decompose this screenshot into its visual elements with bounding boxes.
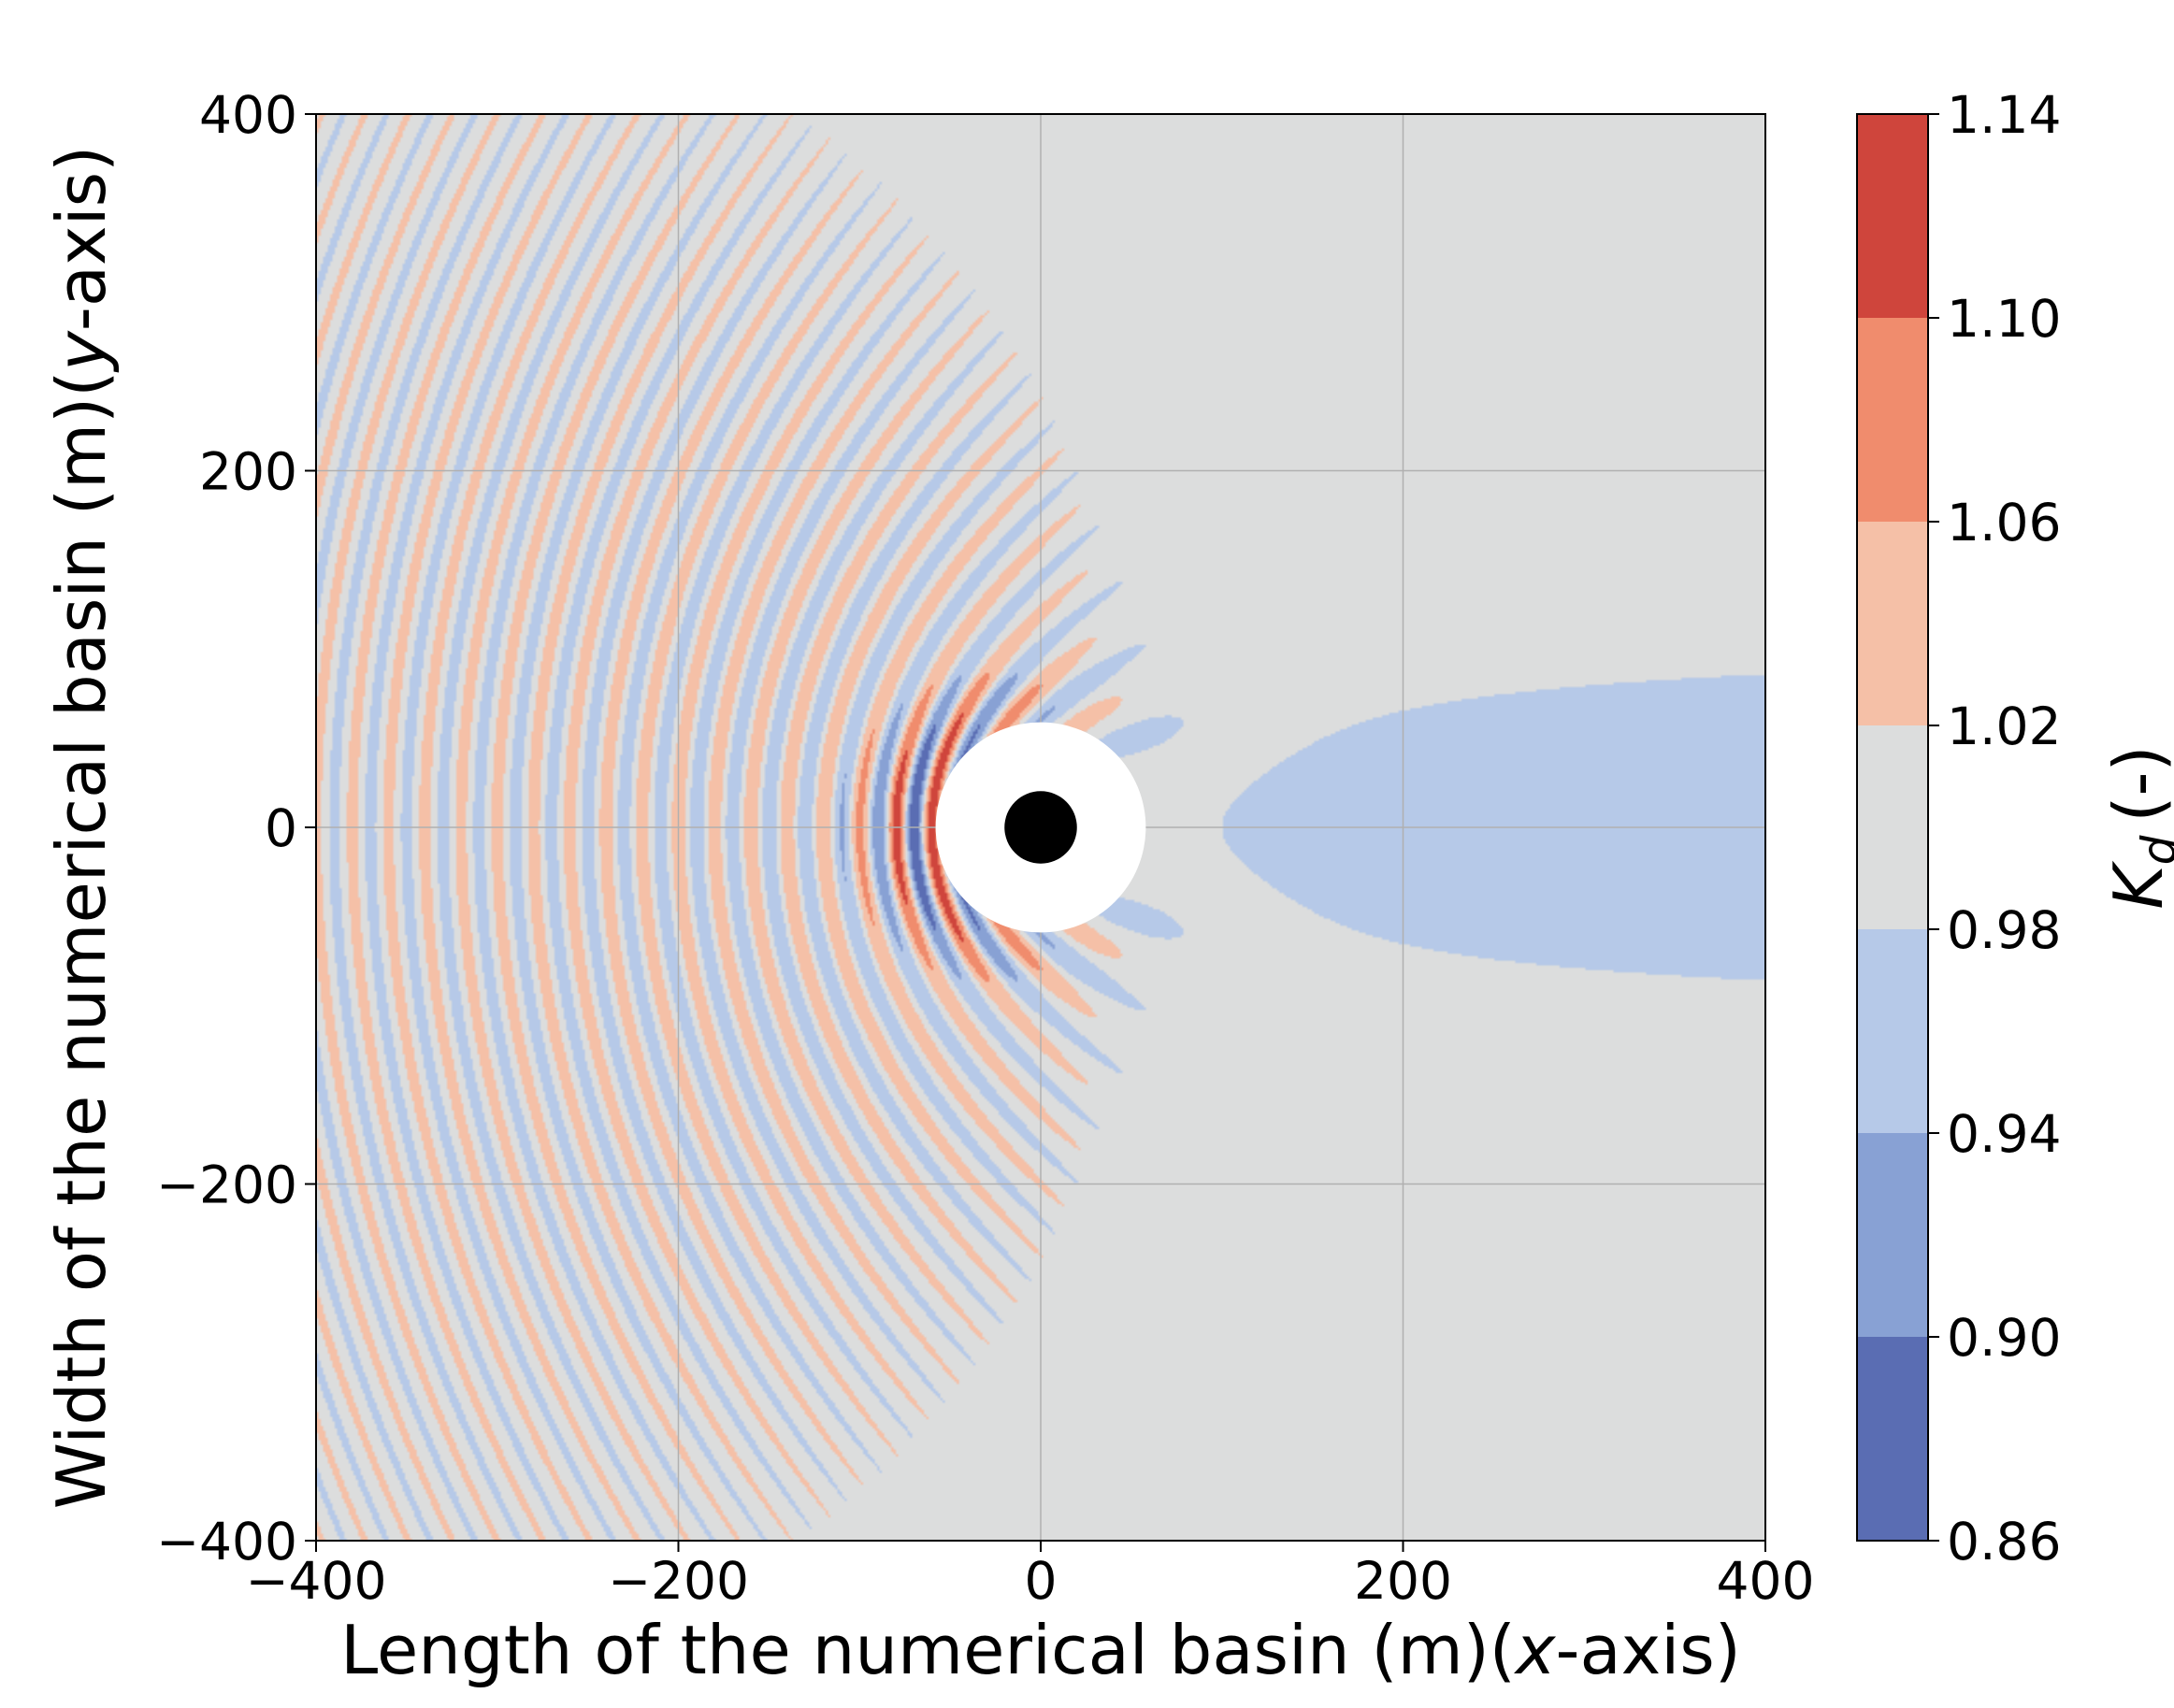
y-tick-label: 0 (265, 798, 297, 858)
colorbar-tick-label: 1.10 (1947, 289, 2061, 349)
colorbar-band (1857, 318, 1928, 522)
y-axis: −400 −200 0 200 400 (156, 85, 316, 1572)
y-tick-label: 200 (199, 442, 297, 502)
colorbar-band (1857, 522, 1928, 725)
colorbar-band (1857, 1133, 1928, 1337)
x-tick-label: 0 (1025, 1551, 1058, 1611)
y-tick-label: 400 (199, 85, 297, 145)
plot-area (315, 113, 1766, 1542)
colorbar-title: Kd(-) (2099, 745, 2174, 909)
x-tick-label: −400 (245, 1551, 386, 1611)
colorbar-band (1857, 725, 1928, 929)
colorbar-ticks: 0.86 0.90 0.94 0.98 1.02 1.06 1.10 1.14 (1928, 85, 2061, 1572)
colorbar-bands (1857, 114, 1928, 1541)
colorbar-tick-label: 1.02 (1947, 696, 2061, 756)
colorbar-band (1857, 929, 1928, 1133)
colorbar-frame (1856, 113, 1929, 1542)
x-tick-label: 400 (1717, 1551, 1815, 1611)
colorbar-tick-label: 0.90 (1947, 1308, 2061, 1368)
colorbar-tick-label: 0.98 (1947, 900, 2061, 960)
x-axis-title: Length of the numerical basin (m)(x-axis… (340, 1611, 1741, 1689)
y-tick-label: −400 (156, 1512, 297, 1572)
colorbar-tick-label: 0.94 (1947, 1104, 2061, 1164)
colorbar-tick-label: 1.14 (1947, 85, 2061, 145)
cylinder-marker (1004, 791, 1077, 864)
colorbar-band (1857, 1337, 1928, 1541)
colorbar-tick-label: 1.06 (1947, 493, 2061, 553)
x-tick-label: 200 (1354, 1551, 1452, 1611)
colorbar-tick-label: 0.86 (1947, 1512, 2061, 1572)
x-tick-label: −200 (608, 1551, 749, 1611)
colorbar: 0.86 0.90 0.94 0.98 1.02 1.06 1.10 1.14 Kd(-) (1856, 85, 2174, 1572)
y-axis-title: Width of the numerical basin (m)(y-axis) (42, 146, 121, 1510)
colorbar-band (1857, 114, 1928, 318)
y-tick-label: −200 (156, 1155, 297, 1215)
x-axis: −400 −200 0 200 400 (245, 1541, 1814, 1611)
